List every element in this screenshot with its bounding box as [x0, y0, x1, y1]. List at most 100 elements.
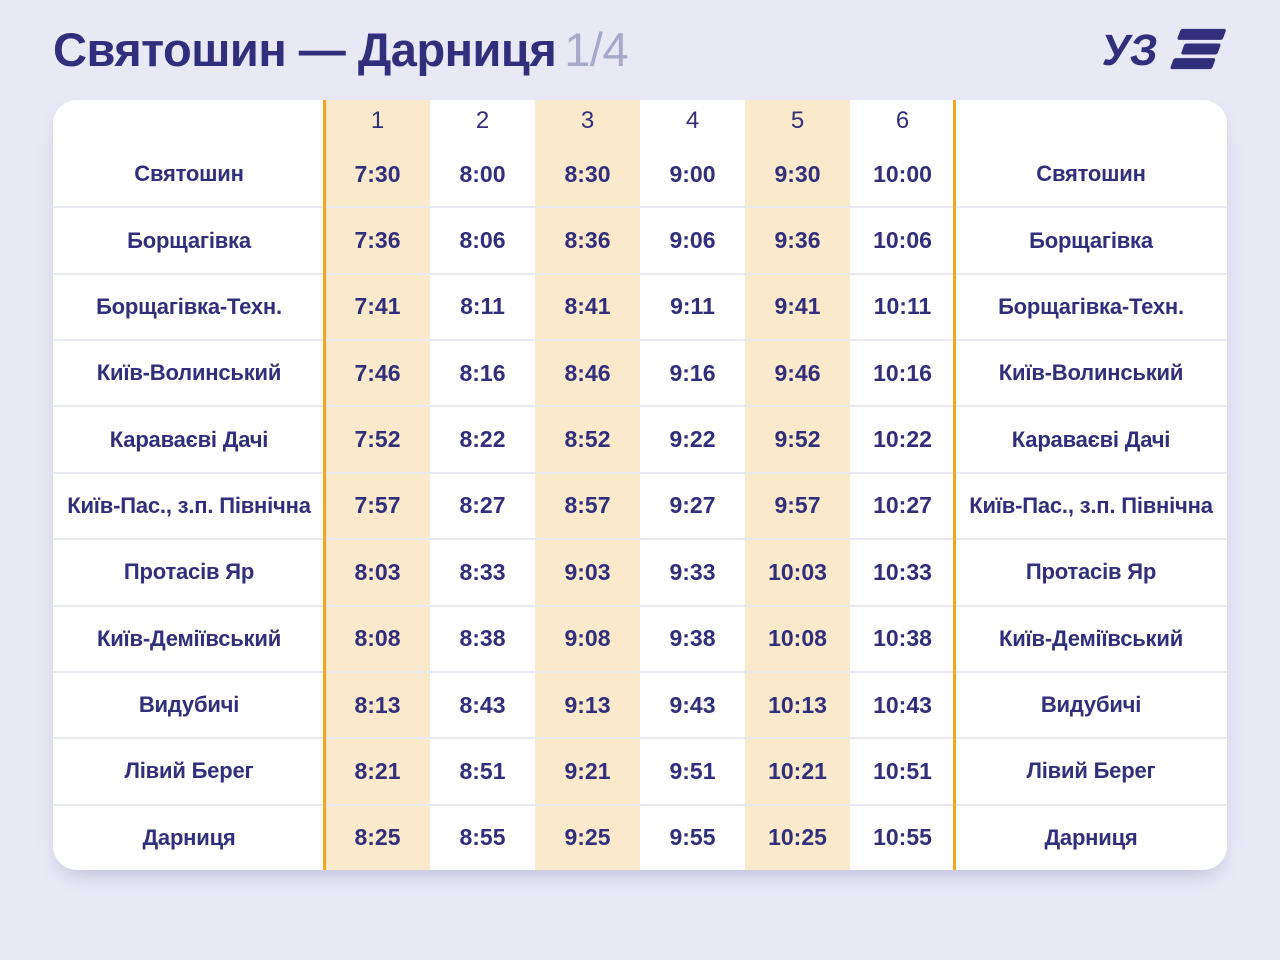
time-cell: 9:51	[669, 757, 716, 784]
train-stripes-icon	[1170, 28, 1226, 69]
time-cell: 10:13	[745, 672, 850, 738]
time-cell: 9:30	[745, 142, 850, 207]
time-cell: 8:41	[535, 274, 640, 340]
time-cell: 10:43	[873, 691, 932, 718]
station-name-left: Борщагівка-Техн.	[96, 293, 282, 319]
column-header: 6	[895, 107, 910, 134]
time-cell: 9:33	[669, 558, 716, 585]
time-cell: 8:13	[325, 672, 430, 738]
column-header: 2	[475, 107, 490, 134]
page-indicator: 1/4	[564, 22, 629, 76]
time-cell: 10:55	[873, 824, 932, 851]
station-name-right: Лівий Берег	[1026, 758, 1156, 784]
time-cell: 9:06	[669, 227, 716, 254]
time-cell: 10:25	[745, 805, 850, 870]
station-name-right: Київ-Пас., з.п. Північна	[969, 492, 1213, 518]
time-cell: 9:55	[669, 824, 716, 851]
table-header-row: 1 2 3 4 5 6	[53, 100, 1227, 142]
timetable: 1 2 3 4 5 6 Святошин 7:30 8:00 8:30 9:00 9:30 10:00 С…	[53, 100, 1227, 870]
station-name-left: Караваєві Дачі	[109, 426, 269, 452]
time-cell: 8:38	[459, 625, 506, 652]
time-cell: 9:36	[745, 208, 850, 273]
time-cell: 10:16	[873, 359, 932, 386]
column-header: 4	[685, 107, 700, 134]
station-name-left: Київ-Волинський	[96, 360, 282, 386]
time-cell: 10:21	[745, 739, 850, 804]
station-name-right: Протасів Яр	[1025, 559, 1157, 585]
time-cell: 9:22	[669, 426, 716, 453]
time-cell: 10:08	[745, 606, 850, 671]
timetable-poster: Святошин — Дарниця 1/4 УЗ 1 2 3 4 5 6 Святошин 7…	[53, 0, 1227, 870]
table-row: Київ-Волинський 7:46 8:16 8:46 9:16 9:46 10:16…	[53, 339, 1227, 406]
header-spacer-left	[53, 100, 325, 142]
time-cell: 8:33	[459, 558, 506, 585]
column-header: 5	[745, 100, 850, 142]
table-row: Київ-Деміївський 8:08 8:38 9:08 9:38 10:08 10:…	[53, 604, 1227, 671]
table-row: Караваєві Дачі 7:52 8:22 8:52 9:22 9:52 10:22 К…	[53, 405, 1227, 472]
table-row: Дарниця 8:25 8:55 9:25 9:55 10:25 10:55 Дарниця	[53, 803, 1227, 870]
time-cell: 9:08	[535, 606, 640, 671]
station-name-right: Борщагівка-Техн.	[998, 293, 1184, 319]
station-name-right: Дарниця	[1044, 824, 1138, 850]
time-cell: 8:55	[459, 824, 506, 851]
column-header: 3	[535, 100, 640, 142]
table-row: Борщагівка-Техн. 7:41 8:11 8:41 9:11 9:41 10:1…	[53, 272, 1227, 340]
station-name-left: Київ-Деміївський	[96, 625, 282, 651]
time-cell: 8:27	[459, 492, 506, 519]
time-cell: 9:38	[669, 625, 716, 652]
time-cell: 7:57	[325, 473, 430, 539]
station-name-left: Протасів Яр	[123, 559, 255, 585]
page-title: Святошин — Дарниця 1/4	[53, 22, 629, 76]
time-cell: 8:36	[535, 208, 640, 273]
time-cell: 10:33	[873, 558, 932, 585]
time-cell: 9:25	[535, 805, 640, 870]
time-cell: 8:03	[325, 540, 430, 605]
station-name-left: Борщагівка	[127, 227, 251, 253]
time-cell: 10:11	[873, 293, 932, 320]
route-title: Святошин — Дарниця	[53, 22, 557, 76]
station-name-left: Видубичі	[138, 692, 240, 718]
station-name-right: Київ-Деміївський	[998, 625, 1184, 651]
time-cell: 9:11	[670, 293, 715, 320]
table-row: Протасів Яр 8:03 8:33 9:03 9:33 10:03 10:33 Про…	[53, 538, 1227, 605]
time-cell: 9:00	[669, 160, 716, 187]
table-row: Борщагівка 7:36 8:06 8:36 9:06 9:36 10:06 Борща…	[53, 206, 1227, 273]
timetable-card: 1 2 3 4 5 6 Святошин 7:30 8:00 8:30 9:00 9:30 10:00 С…	[53, 100, 1227, 870]
time-cell: 8:08	[325, 606, 430, 671]
time-cell: 10:00	[873, 160, 932, 187]
time-cell: 10:06	[873, 227, 932, 254]
time-cell: 9:41	[745, 274, 850, 340]
header: Святошин — Дарниця 1/4 УЗ	[53, 0, 1227, 73]
time-cell: 9:43	[669, 691, 716, 718]
time-cell: 8:06	[459, 227, 506, 254]
table-row: Лівий Берег 8:21 8:51 9:21 9:51 10:21 10:51 Лів…	[53, 737, 1227, 804]
uz-monogram: УЗ	[1100, 27, 1162, 72]
time-cell: 8:16	[459, 359, 506, 386]
time-cell: 9:57	[745, 473, 850, 539]
station-name-right: Борщагівка	[1029, 227, 1153, 253]
station-name-right: Київ-Волинський	[998, 360, 1184, 386]
time-cell: 9:52	[745, 407, 850, 472]
uz-logo-graphic: УЗ	[1100, 27, 1226, 72]
station-name-right: Святошин	[1036, 161, 1146, 187]
header-spacer-right	[955, 100, 1227, 142]
time-cell: 7:52	[325, 407, 430, 472]
right-accent-line	[953, 100, 956, 870]
table-row: Видубичі 8:13 8:43 9:13 9:43 10:13 10:43 Видуби…	[53, 670, 1227, 738]
time-cell: 7:36	[325, 208, 430, 273]
time-cell: 10:38	[873, 625, 932, 652]
station-name-right: Видубичі	[1040, 692, 1142, 718]
time-cell: 8:46	[535, 341, 640, 406]
time-cell: 7:30	[325, 142, 430, 207]
time-cell: 9:13	[535, 672, 640, 738]
column-header: 1	[325, 100, 430, 142]
station-name-left: Київ-Пас., з.п. Північна	[67, 492, 311, 518]
time-cell: 10:22	[873, 426, 932, 453]
time-cell: 10:27	[873, 492, 932, 519]
time-cell: 7:41	[325, 274, 430, 340]
time-cell: 8:52	[535, 407, 640, 472]
time-cell: 8:11	[460, 293, 505, 320]
uz-logo: УЗ	[1099, 27, 1227, 72]
time-cell: 8:21	[325, 739, 430, 804]
time-cell: 8:30	[535, 142, 640, 207]
